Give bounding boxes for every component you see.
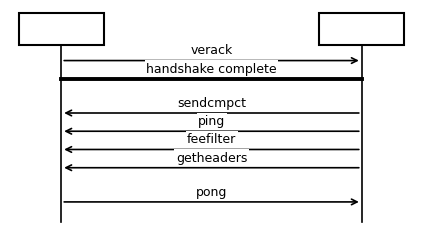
Text: verack: verack: [190, 44, 233, 57]
Text: sendcmpct: sendcmpct: [177, 96, 246, 109]
Text: getheaders: getheaders: [176, 151, 247, 164]
Text: pong: pong: [196, 185, 227, 198]
Bar: [319, 14, 404, 45]
Text: node: node: [343, 22, 381, 37]
Text: ping: ping: [198, 115, 225, 128]
Text: feefilter: feefilter: [187, 133, 236, 146]
Bar: [19, 14, 104, 45]
Text: handshake complete: handshake complete: [146, 62, 277, 75]
Text: entity: entity: [39, 22, 83, 37]
